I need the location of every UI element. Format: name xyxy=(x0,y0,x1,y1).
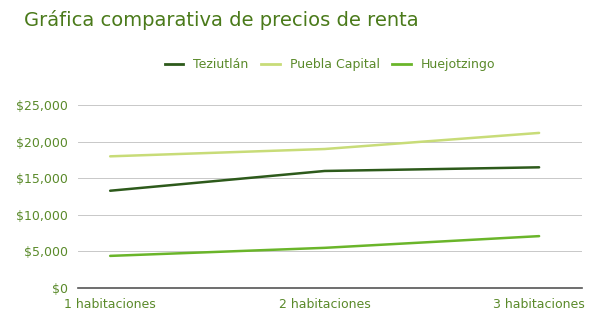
Text: Gráfica comparativa de precios de renta: Gráfica comparativa de precios de renta xyxy=(24,10,419,30)
Legend: Teziutlán, Puebla Capital, Huejotzingo: Teziutlán, Puebla Capital, Huejotzingo xyxy=(160,53,500,76)
